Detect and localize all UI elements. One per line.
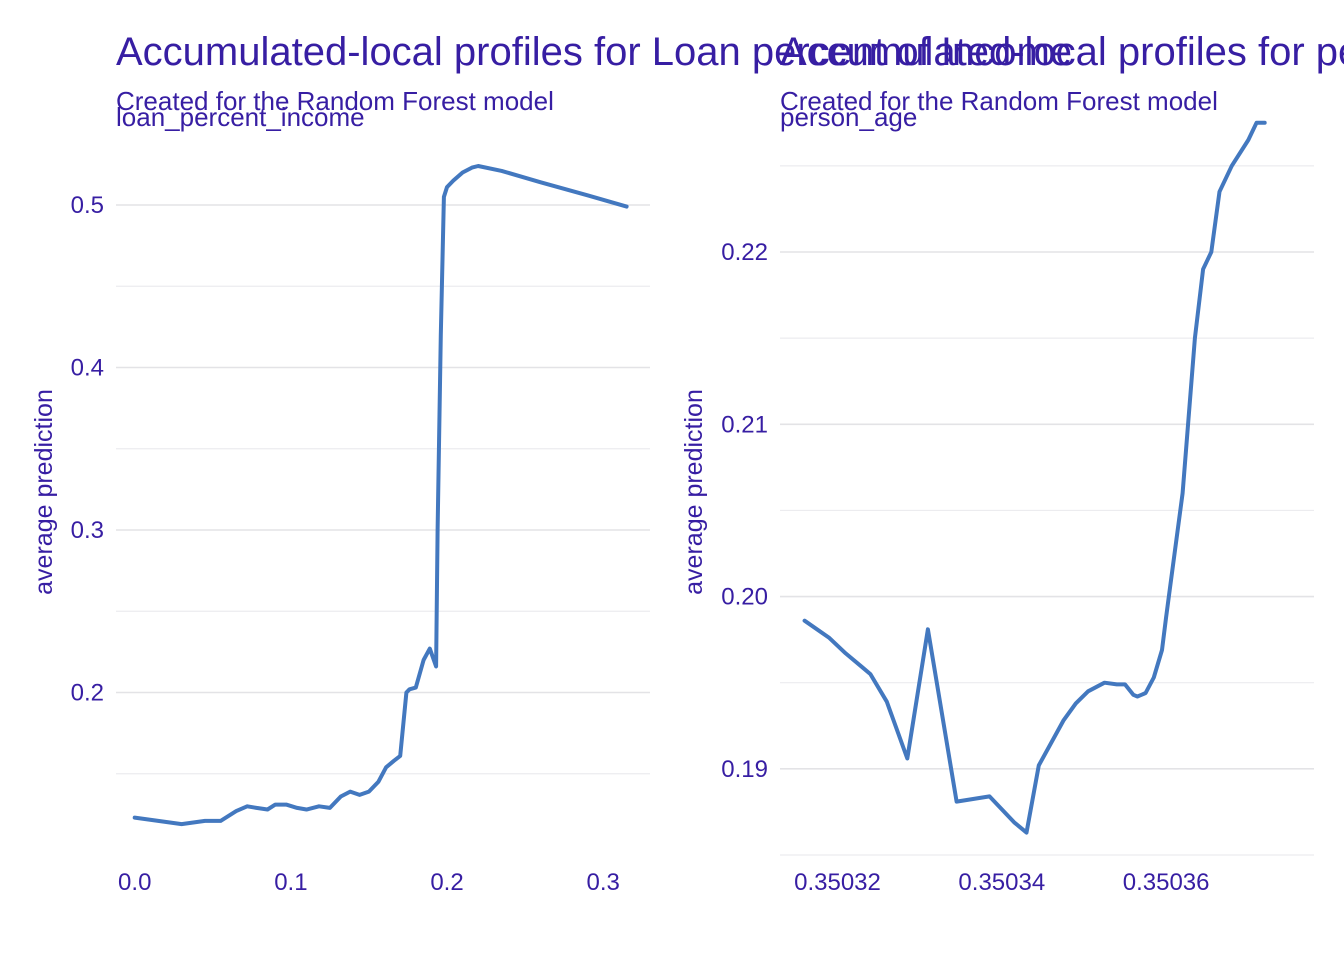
y-axis-label: average prediction bbox=[30, 389, 58, 595]
x-tick-label: 0.35036 bbox=[1123, 869, 1210, 896]
chart-title: Accumulated-local profiles for Loan perc… bbox=[116, 30, 1072, 74]
x-tick-label: 0.1 bbox=[274, 869, 307, 896]
x-tick-label: 0.0 bbox=[118, 869, 151, 896]
x-tick-labels: 0.0 0.1 0.2 0.3 bbox=[118, 869, 620, 896]
panel-person-age: Accumulated-local profiles for person_ag… bbox=[680, 30, 1344, 896]
y-tick-labels: 0.19 0.20 0.21 0.22 bbox=[721, 239, 768, 783]
x-tick-label: 0.3 bbox=[586, 869, 619, 896]
chart-title: Accumulated-local profiles for person_ag… bbox=[780, 30, 1344, 74]
y-tick-label: 0.3 bbox=[71, 517, 104, 544]
y-tick-label: 0.4 bbox=[71, 355, 104, 382]
x-tick-label: 0.35034 bbox=[958, 869, 1045, 896]
y-tick-label: 0.5 bbox=[71, 192, 104, 219]
y-tick-label: 0.19 bbox=[721, 756, 768, 783]
y-tick-label: 0.22 bbox=[721, 239, 768, 266]
chart-variable-name: person_age bbox=[780, 102, 917, 132]
series-line bbox=[802, 120, 1267, 835]
y-tick-label: 0.2 bbox=[71, 680, 104, 707]
grid-lines bbox=[116, 204, 650, 775]
grid-lines bbox=[780, 165, 1314, 856]
chart-subtitle: Created for the Random Forest model bbox=[116, 86, 554, 116]
y-axis-label: average prediction bbox=[680, 389, 708, 595]
x-tick-label: 0.2 bbox=[430, 869, 463, 896]
panel-loan-percent-income: Accumulated-local profiles for Loan perc… bbox=[30, 30, 1072, 896]
chart-variable-name: loan_percent_income bbox=[116, 102, 365, 132]
series-line bbox=[132, 164, 629, 827]
y-tick-label: 0.20 bbox=[721, 584, 768, 611]
y-tick-labels: 0.2 0.3 0.4 0.5 bbox=[71, 192, 104, 707]
y-tick-label: 0.21 bbox=[721, 411, 768, 438]
chart-subtitle: Created for the Random Forest model bbox=[780, 86, 1218, 116]
x-tick-label: 0.35032 bbox=[794, 869, 881, 896]
x-tick-labels: 0.35032 0.35034 0.35036 bbox=[794, 869, 1209, 896]
